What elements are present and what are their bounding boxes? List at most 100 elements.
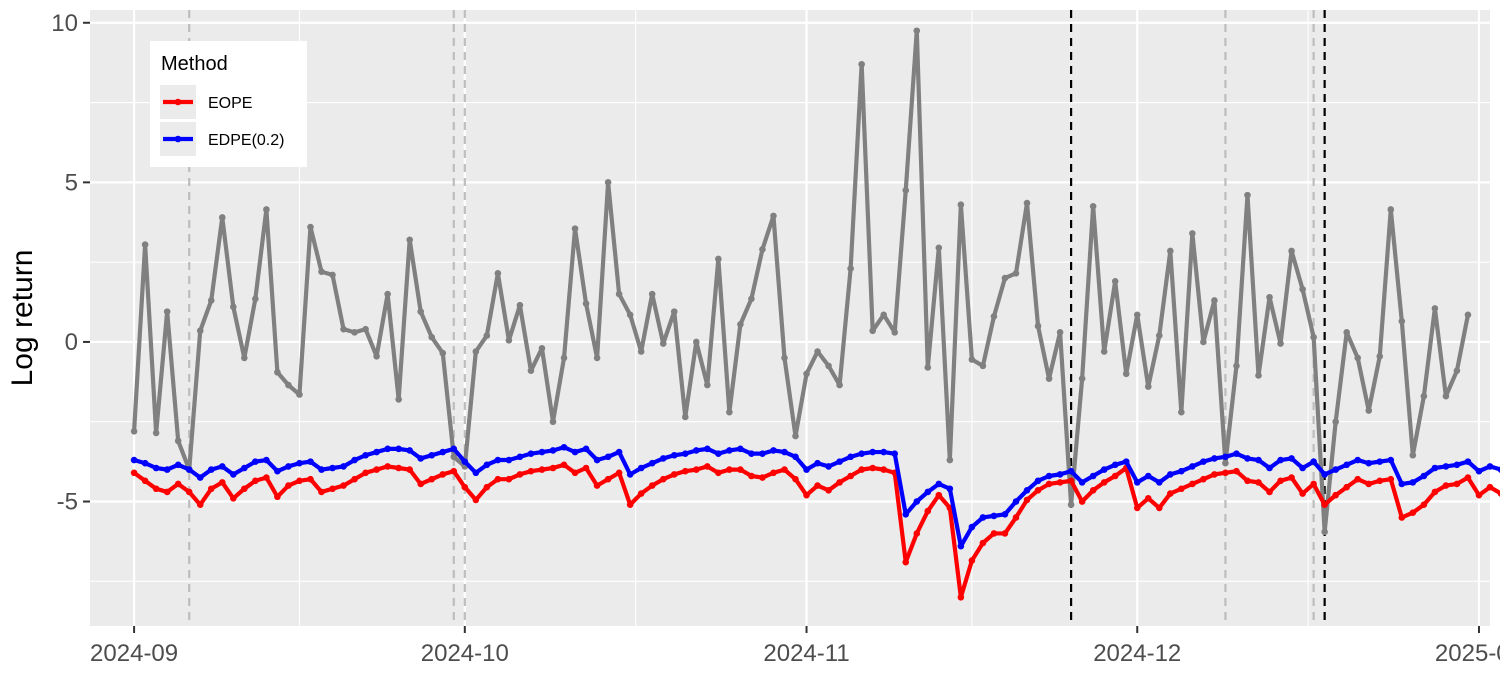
eope-point bbox=[913, 530, 921, 537]
series-1-point bbox=[1167, 247, 1174, 255]
edpe-0-2-point bbox=[1200, 458, 1207, 465]
series-1-point bbox=[1288, 247, 1295, 255]
edpe-0-2-point bbox=[626, 471, 634, 478]
edpe-0-2-point bbox=[461, 458, 469, 465]
eope-point bbox=[1387, 475, 1395, 483]
eope-point bbox=[1255, 479, 1262, 486]
eope-point bbox=[1233, 467, 1240, 475]
edpe-0-2-point bbox=[792, 453, 799, 461]
eope-point bbox=[935, 491, 943, 499]
edpe-0-2-point bbox=[693, 447, 700, 454]
edpe-0-2-point bbox=[1045, 472, 1053, 480]
series-1-point bbox=[1299, 285, 1306, 293]
eope-point bbox=[1001, 530, 1009, 537]
series-1-point bbox=[483, 332, 491, 339]
edpe-0-2-point bbox=[582, 445, 590, 453]
series-1-point bbox=[141, 241, 149, 248]
series-1-point bbox=[814, 348, 821, 355]
y-tick-label: 10 bbox=[51, 10, 78, 37]
eope-point bbox=[549, 464, 557, 472]
edpe-0-2-point bbox=[230, 471, 237, 478]
edpe-0-2-point bbox=[472, 469, 480, 477]
edpe-0-2-point bbox=[1277, 456, 1284, 464]
series-1-point bbox=[957, 201, 965, 208]
edpe-0-2-point bbox=[902, 510, 910, 518]
series-1-point bbox=[1343, 329, 1350, 336]
edpe-0-2-point bbox=[593, 456, 601, 464]
edpe-0-2-point bbox=[968, 523, 976, 531]
series-1-point bbox=[891, 329, 899, 336]
edpe-0-2-point bbox=[130, 456, 138, 464]
edpe-0-2-point bbox=[141, 459, 149, 467]
series-1-point bbox=[990, 313, 998, 320]
edpe-0-2-point bbox=[406, 447, 413, 454]
series-1-point bbox=[538, 345, 546, 352]
legend-label: EDPE(0.2) bbox=[208, 132, 284, 149]
edpe-0-2-point bbox=[648, 459, 656, 467]
eope-point bbox=[1310, 480, 1317, 488]
edpe-0-2-point bbox=[1387, 456, 1395, 464]
edpe-0-2-point bbox=[880, 448, 887, 456]
edpe-0-2-point bbox=[1464, 458, 1472, 465]
edpe-0-2-point bbox=[417, 455, 425, 462]
edpe-0-2-point bbox=[185, 466, 193, 473]
series-1-point bbox=[759, 246, 766, 253]
series-1-point bbox=[781, 354, 788, 362]
legend-label: EOPE bbox=[208, 95, 252, 112]
series-1-point bbox=[737, 321, 744, 328]
edpe-0-2-point bbox=[1100, 466, 1108, 473]
series-1-point bbox=[428, 333, 436, 341]
x-tick-label: 2024-10 bbox=[421, 640, 509, 667]
x-tick-label: 2025-01 bbox=[1435, 640, 1500, 667]
edpe-0-2-point bbox=[1376, 458, 1384, 465]
series-series-1 bbox=[130, 27, 1472, 536]
series-1-point bbox=[858, 60, 865, 68]
eope-point bbox=[1398, 514, 1406, 521]
series-1-point bbox=[1266, 293, 1273, 301]
edpe-0-2-point bbox=[1321, 471, 1328, 478]
eope-point bbox=[1045, 480, 1053, 488]
eope-point bbox=[152, 485, 160, 493]
series-1-point bbox=[417, 308, 425, 315]
y-tick-label: -5 bbox=[57, 489, 78, 516]
series-1-point bbox=[1045, 375, 1053, 382]
series-1-point bbox=[1431, 305, 1439, 312]
eope-point bbox=[847, 472, 854, 480]
edpe-0-2-point bbox=[307, 458, 314, 465]
eope-point bbox=[263, 474, 270, 481]
eope-point bbox=[792, 475, 799, 483]
eope-point bbox=[1343, 483, 1350, 491]
edpe-0-2-point bbox=[439, 448, 447, 456]
series-1-point bbox=[218, 214, 226, 221]
edpe-0-2-point bbox=[1034, 477, 1042, 485]
edpe-0-2-point bbox=[516, 453, 524, 461]
eope-point bbox=[241, 485, 248, 493]
series-1-point bbox=[450, 453, 458, 461]
series-1-point bbox=[1067, 501, 1075, 509]
eope-point bbox=[516, 471, 524, 478]
series-1-point bbox=[1442, 392, 1450, 400]
edpe-0-2-point bbox=[913, 498, 921, 505]
eope-point bbox=[1023, 496, 1031, 504]
series-1-point bbox=[230, 303, 237, 311]
edpe-0-2-point bbox=[935, 480, 943, 488]
y-tick-label: 5 bbox=[65, 169, 78, 196]
edpe-0-2-point bbox=[825, 463, 832, 470]
edpe-0-2-point bbox=[340, 463, 347, 470]
edpe-0-2-point bbox=[1222, 453, 1229, 461]
eope-point bbox=[880, 466, 887, 473]
series-1-point bbox=[913, 27, 921, 35]
series-1-point bbox=[274, 368, 281, 376]
eope-point bbox=[1078, 498, 1086, 505]
edpe-0-2-point bbox=[1420, 472, 1428, 480]
eope-point bbox=[218, 479, 226, 486]
series-1-point bbox=[825, 362, 832, 370]
series-1-point bbox=[252, 295, 259, 303]
edpe-0-2-point bbox=[1023, 487, 1031, 494]
series-1-point bbox=[1464, 311, 1472, 319]
series-1-point bbox=[1023, 199, 1031, 207]
eope-point bbox=[318, 488, 325, 496]
eope-point bbox=[1034, 487, 1042, 494]
series-1-point bbox=[836, 381, 843, 389]
